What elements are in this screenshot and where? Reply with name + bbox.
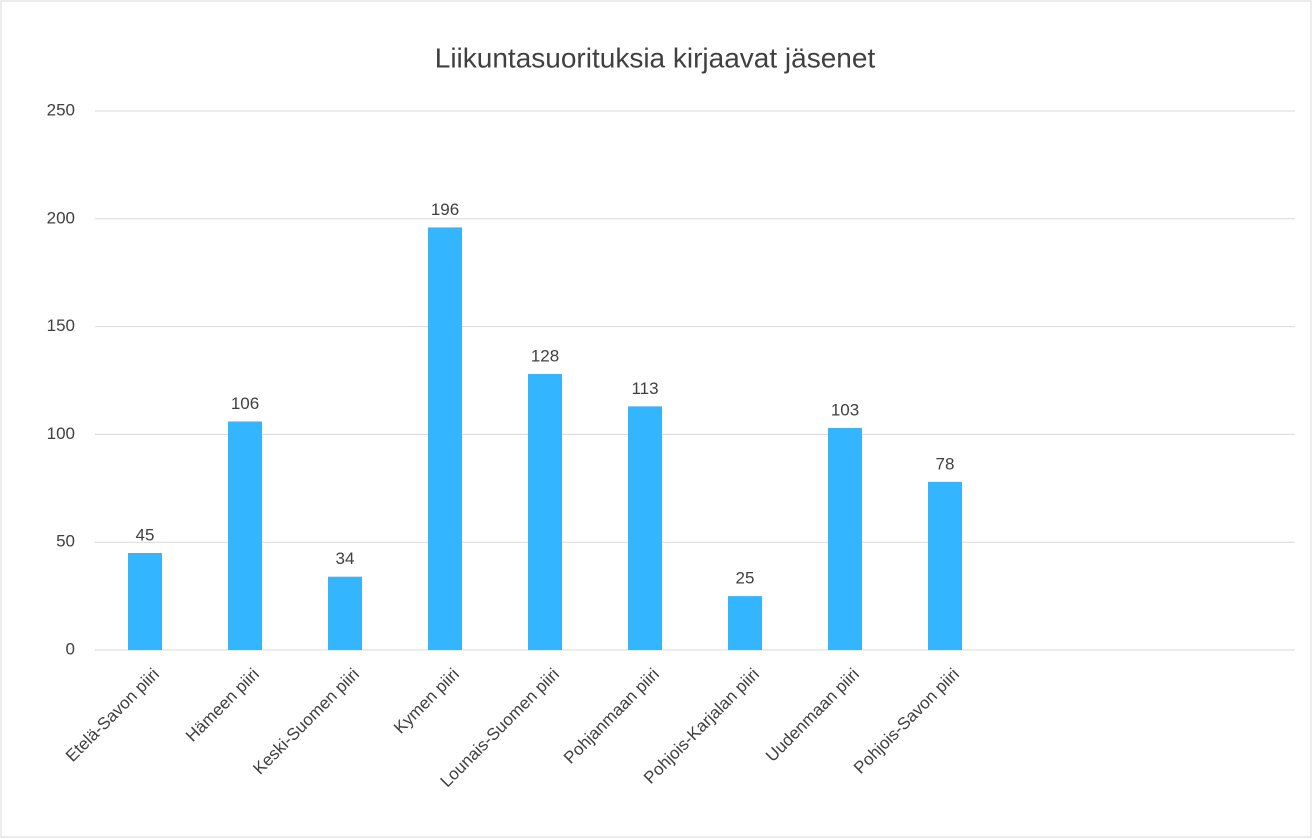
data-label: 128 (531, 347, 559, 366)
data-label: 45 (136, 525, 155, 544)
y-tick-label: 150 (47, 316, 75, 335)
data-label: 196 (431, 200, 459, 219)
bar (928, 481, 962, 650)
bar (628, 406, 662, 650)
data-label: 113 (631, 379, 658, 398)
bar (128, 552, 162, 650)
data-label: 78 (936, 454, 955, 473)
bar (828, 427, 862, 650)
bar (428, 227, 462, 650)
bar (328, 576, 362, 650)
data-label: 103 (831, 400, 859, 419)
y-tick-label: 0 (66, 639, 75, 658)
bar (528, 374, 562, 650)
y-tick-label: 200 (47, 208, 75, 227)
data-label: 34 (336, 549, 355, 568)
data-label: 106 (231, 394, 259, 413)
y-tick-label: 100 (47, 424, 75, 443)
bar (228, 421, 262, 650)
y-tick-label: 50 (56, 532, 75, 551)
bar (728, 596, 762, 650)
y-tick-label: 250 (47, 100, 75, 119)
chart-title: Liikuntasuorituksia kirjaavat jäsenet (435, 42, 876, 73)
data-label: 25 (736, 569, 755, 588)
